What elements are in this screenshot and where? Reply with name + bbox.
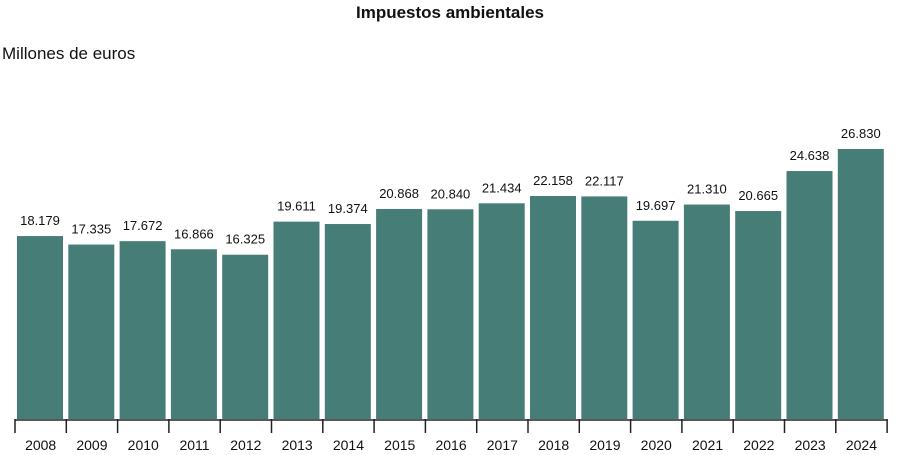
data-label: 16.325 [225, 232, 265, 247]
bar [119, 241, 166, 419]
bar [68, 244, 115, 419]
x-tick-label: 2016 [435, 437, 466, 453]
bar [786, 171, 833, 419]
x-tick-label: 2024 [846, 437, 877, 453]
data-label: 16.866 [174, 226, 214, 241]
x-tick-label: 2011 [179, 437, 209, 453]
data-label: 21.310 [687, 182, 727, 197]
data-label: 24.638 [790, 148, 830, 163]
bar [581, 196, 628, 419]
x-tick-label: 2012 [230, 437, 261, 453]
bar [17, 236, 63, 419]
data-label: 26.830 [841, 126, 881, 141]
y-axis-label: Millones de euros [2, 44, 136, 63]
data-label: 21.434 [482, 180, 522, 195]
bar [273, 221, 320, 419]
bar [735, 211, 782, 419]
data-label: 20.840 [431, 186, 471, 201]
x-tick-label: 2023 [795, 437, 826, 453]
x-tick-label: 2018 [538, 437, 569, 453]
data-label: 19.697 [636, 198, 676, 213]
x-tick-label: 2017 [487, 437, 518, 453]
bar [427, 209, 474, 419]
bar [170, 249, 217, 419]
x-tick-label: 2008 [25, 437, 56, 453]
data-label: 17.672 [123, 218, 163, 233]
data-label: 19.374 [328, 201, 368, 216]
x-tick-label: 2022 [743, 437, 774, 453]
x-tick-label: 2019 [589, 437, 620, 453]
data-label: 22.117 [585, 173, 624, 188]
bar [837, 149, 884, 419]
x-tick-label: 2013 [282, 437, 313, 453]
x-tick-label: 2020 [641, 437, 672, 453]
chart-title: Impuestos ambientales [355, 3, 544, 22]
x-tick-label: 2009 [76, 437, 107, 453]
bar [683, 204, 730, 419]
data-label: 19.611 [277, 199, 316, 214]
x-tick-label: 2015 [384, 437, 415, 453]
bar [530, 196, 576, 419]
bar [222, 254, 269, 419]
bar [324, 224, 371, 419]
data-label: 18.179 [20, 213, 60, 228]
bar [632, 220, 679, 419]
x-tick-label: 2010 [128, 437, 159, 453]
data-label: 22.158 [533, 173, 573, 188]
bar [376, 208, 423, 419]
x-tick-label: 2021 [692, 437, 723, 453]
data-label: 17.335 [71, 222, 111, 237]
data-label: 20.868 [379, 186, 419, 201]
x-tick-label: 2014 [333, 437, 364, 453]
data-label: 20.665 [738, 188, 778, 203]
bar [478, 203, 525, 419]
